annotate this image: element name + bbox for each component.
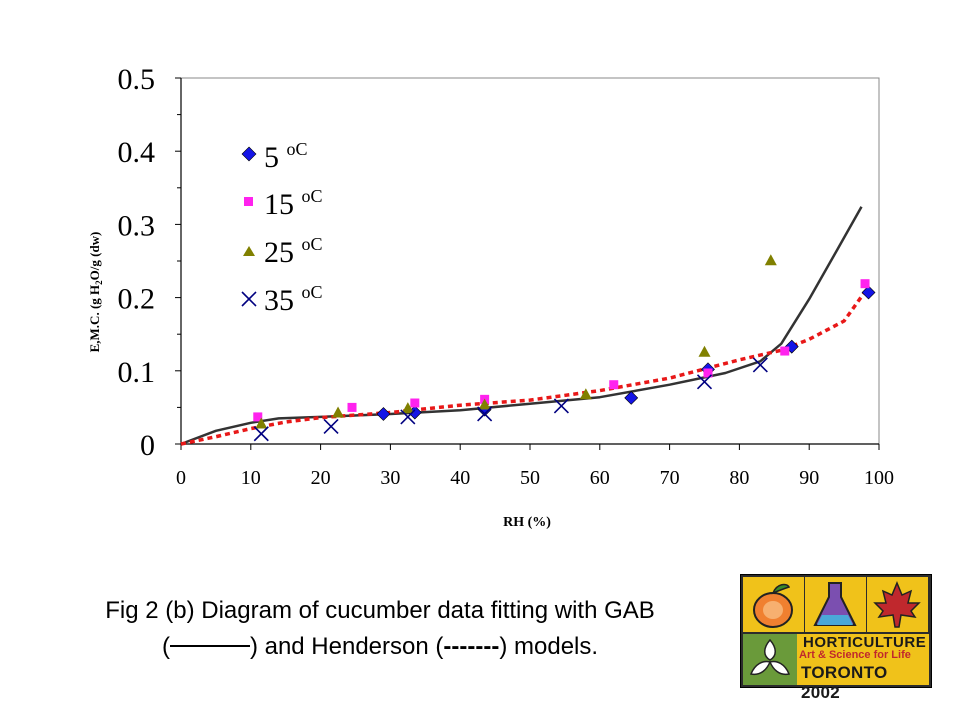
legend-label-5c: 5 oC: [264, 139, 308, 174]
data-point-series-2: [410, 398, 420, 408]
y-axis-title: E,M.C. (g H2O/g (dw): [87, 232, 104, 353]
x-tick-label: 80: [729, 467, 749, 489]
data-point-series-1: [861, 285, 876, 300]
data-point-series-3: [579, 388, 592, 400]
y-tick-label: 0.5: [118, 63, 156, 96]
data-points: [253, 254, 876, 442]
horticulture-logo: HORTICULTURE Art & Science for Life TORO…: [740, 574, 932, 702]
y-axis-title-sub: 2: [94, 280, 104, 285]
legend-marker-35c: [241, 291, 257, 307]
x-tick-label: 70: [660, 467, 680, 489]
x-tick-label: 90: [799, 467, 819, 489]
legend-number-15c: 15: [264, 188, 294, 221]
legend-unit-25c: oC: [302, 234, 323, 254]
fit-curve-gab: [180, 206, 863, 446]
data-point-series-1: [624, 390, 639, 405]
data-point-series-4: [752, 357, 768, 373]
legend-label-35c: 35 oC: [264, 282, 323, 317]
data-point-series-2: [609, 380, 619, 390]
legend-unit-35c: oC: [302, 282, 323, 302]
figure-caption-line1: Fig 2 (b) Diagram of cucumber data fitti…: [105, 597, 655, 624]
data-point-series-3: [255, 417, 268, 429]
x-tick-label: 30: [380, 467, 400, 489]
legend-number-35c: 35: [264, 284, 294, 317]
legend-label-15c: 15 oC: [264, 186, 323, 221]
data-point-series-2: [253, 412, 263, 422]
data-point-series-4: [553, 398, 569, 414]
x-tick-label: 100: [864, 467, 894, 489]
x-tick-label: 50: [520, 467, 540, 489]
flask-tile: [805, 577, 866, 632]
data-point-series-3: [332, 406, 345, 418]
data-point-series-3: [478, 398, 491, 410]
x-axis-title: RH (%): [503, 515, 551, 530]
data-point-series-4: [400, 409, 416, 425]
legend-marker-5c: [241, 146, 257, 162]
chart: 0 0.1 0.2 0.3 0.4 0.5 0 10 20 30 40 50 60 70 80 90 100 5…: [87, 63, 895, 530]
y-tick-label: 0.2: [118, 283, 156, 316]
trillium-flower-icon: [743, 634, 797, 685]
data-point-series-3: [401, 402, 414, 414]
data-point-series-2: [860, 279, 870, 289]
x-tick-label: 40: [450, 467, 470, 489]
legend-marker-15c: [244, 197, 253, 206]
caption-open-paren: (: [161, 633, 170, 660]
legend: 5 oC 15 oC 25 oC 35 oC: [241, 139, 323, 317]
data-point-series-3: [764, 254, 777, 266]
data-point-series-2: [347, 402, 357, 412]
gab-line-sample: [169, 644, 250, 647]
y-axis-title-part2: O/g (dw): [87, 232, 102, 281]
y-tick-label: 0.1: [118, 356, 156, 389]
data-point-series-4: [477, 406, 493, 422]
data-point-series-4: [323, 418, 339, 434]
y-tick-label: 0.4: [118, 136, 156, 169]
x-tick-label: 60: [590, 467, 610, 489]
legend-unit-5c: oC: [287, 139, 308, 159]
x-tick-label: 0: [176, 467, 186, 489]
logo-subtitle: Art & Science for Life: [799, 649, 911, 661]
data-point-series-2: [780, 346, 790, 356]
data-point-series-4: [253, 426, 269, 442]
figure-caption-line2: ( ) and Henderson (-------) models.: [30, 633, 730, 661]
maple-leaf-tile: [867, 577, 928, 632]
data-point-series-2: [703, 368, 713, 378]
x-tick-label: 10: [241, 467, 261, 489]
y-tick-label: 0.3: [118, 209, 156, 242]
caption-close-text: ) models.: [499, 633, 599, 660]
legend-unit-15c: oC: [302, 186, 323, 206]
data-point-series-1: [376, 407, 391, 421]
henderson-dash-sample: -------: [443, 633, 500, 660]
peach-tile: [743, 577, 804, 632]
y-tick-label: 0: [140, 429, 155, 462]
axes: 0 0.1 0.2 0.3 0.4 0.5 0 10 20 30 40 50 60 70 80 90 100: [118, 63, 895, 489]
legend-number-25c: 25: [264, 236, 294, 269]
y-axis-title-part1: E,M.C. (g H: [87, 285, 102, 353]
logo-city: TORONTO 2002: [801, 663, 888, 702]
legend-number-5c: 5: [264, 141, 279, 174]
x-tick-label: 20: [311, 467, 331, 489]
caption-henderson-text: ) and Henderson (: [249, 633, 444, 660]
legend-marker-25c: [243, 246, 255, 256]
logo-title: HORTICULTURE: [803, 634, 927, 651]
legend-label-25c: 25 oC: [264, 234, 323, 269]
data-point-series-3: [698, 345, 711, 357]
data-point-series-4: [696, 374, 713, 390]
